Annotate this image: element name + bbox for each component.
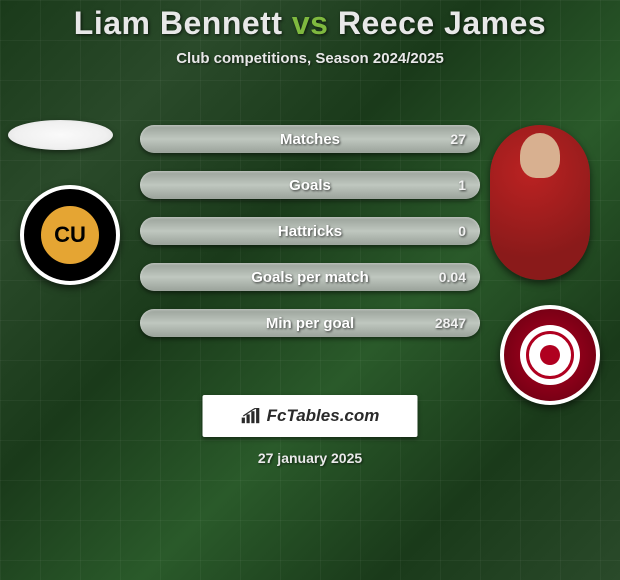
stat-value-right: 2847 bbox=[435, 309, 466, 337]
stats-panel: Matches 27 Goals 1 Hattricks 0 Goals per… bbox=[140, 125, 480, 355]
stat-value-right: 0.04 bbox=[439, 263, 466, 291]
chart-icon bbox=[241, 408, 261, 424]
player1-name: Liam Bennett bbox=[74, 5, 283, 41]
stat-label: Matches bbox=[280, 131, 340, 148]
stat-row-goals: Goals 1 bbox=[140, 171, 480, 199]
stat-label: Min per goal bbox=[266, 315, 354, 332]
header: Liam Bennett vs Reece James Club competi… bbox=[0, 0, 620, 67]
club-left-text: CU bbox=[39, 204, 101, 266]
stat-label: Goals bbox=[289, 177, 331, 194]
comparison-card: Liam Bennett vs Reece James Club competi… bbox=[0, 0, 620, 580]
stat-label: Hattricks bbox=[278, 223, 342, 240]
comparison-title: Liam Bennett vs Reece James bbox=[0, 5, 620, 42]
subtitle: Club competitions, Season 2024/2025 bbox=[0, 50, 620, 67]
stat-row-hattricks: Hattricks 0 bbox=[140, 217, 480, 245]
stat-value-right: 27 bbox=[450, 125, 466, 153]
player2-photo bbox=[490, 125, 590, 280]
watermark-text: FcTables.com bbox=[267, 406, 380, 426]
stat-value-right: 1 bbox=[458, 171, 466, 199]
stat-value-right: 0 bbox=[458, 217, 466, 245]
club-right-emblem bbox=[520, 325, 580, 385]
stat-row-goals-per-match: Goals per match 0.04 bbox=[140, 263, 480, 291]
vs-label: vs bbox=[292, 5, 329, 41]
watermark-badge: FcTables.com bbox=[203, 395, 418, 437]
date-label: 27 january 2025 bbox=[0, 450, 620, 466]
stat-row-matches: Matches 27 bbox=[140, 125, 480, 153]
stat-label: Goals per match bbox=[251, 269, 369, 286]
player1-club-badge: CU bbox=[20, 185, 120, 285]
player1-photo bbox=[8, 120, 113, 150]
player2-name: Reece James bbox=[338, 5, 546, 41]
player2-club-badge bbox=[500, 305, 600, 405]
stat-row-min-per-goal: Min per goal 2847 bbox=[140, 309, 480, 337]
